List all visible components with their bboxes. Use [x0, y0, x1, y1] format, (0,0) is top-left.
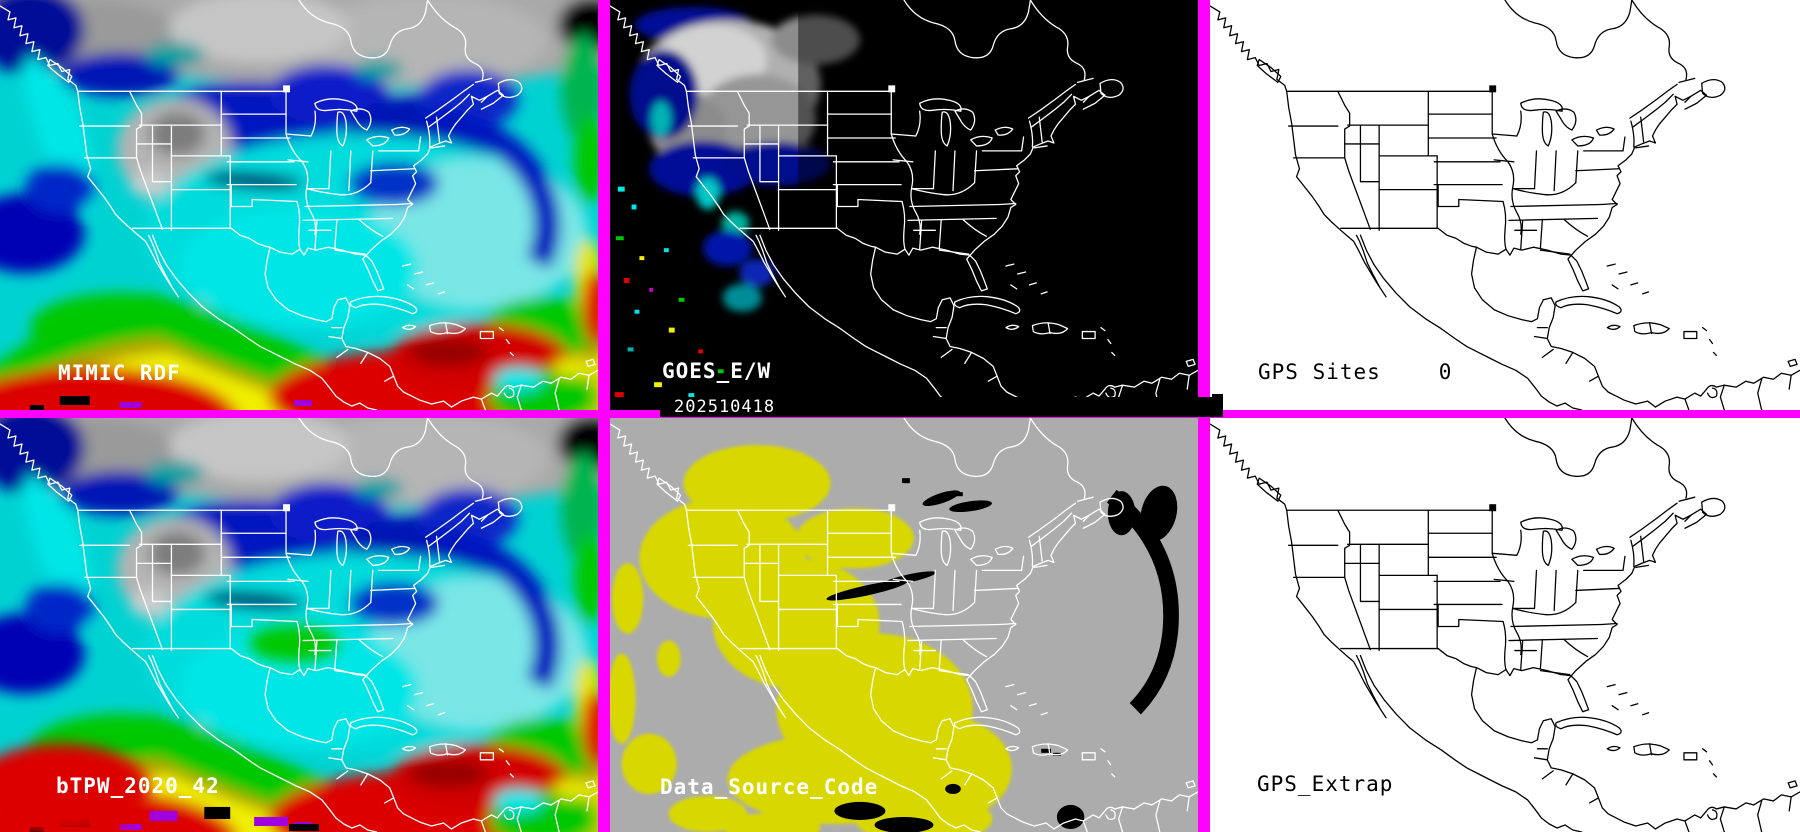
panel-label-mimic-rdf: MIMIC RDF: [58, 361, 181, 385]
gps-sites-map: [1210, 0, 1800, 410]
panel-label-goes-ew: GOES_E/W: [662, 359, 772, 383]
panel-mimic-rdf: MIMIC RDF: [0, 0, 598, 410]
tpw-color-imagery: [0, 0, 598, 410]
timestamp-bar: 202510418: [660, 397, 1223, 417]
panel-btpw: bTPW_2020_42: [0, 418, 598, 832]
goes-imagery: [610, 0, 1198, 410]
gps-sites-count: 0: [1438, 360, 1453, 384]
panel-gps-extrap: GPS_Extrap: [1210, 418, 1800, 832]
gps-sites-label: GPS Sites: [1258, 360, 1381, 384]
panel-label-data-source-code: Data_Source_Code: [660, 775, 879, 799]
panel-label-gps-extrap: GPS_Extrap: [1257, 772, 1394, 796]
panel-label-btpw: bTPW_2020_42: [56, 774, 220, 798]
panel-label-gps-sites: GPS Sites 0: [1258, 361, 1452, 383]
timestamp-text: 202510418: [674, 397, 776, 417]
btpw-color-imagery: [0, 418, 598, 832]
data-source-imagery: [610, 418, 1198, 832]
panel-gps-sites: GPS Sites 0: [1210, 0, 1800, 410]
gps-extrap-map: [1210, 418, 1800, 832]
panel-goes-ew: GOES_E/W: [610, 0, 1198, 410]
panel-data-source-code: Data_Source_Code: [610, 418, 1198, 832]
